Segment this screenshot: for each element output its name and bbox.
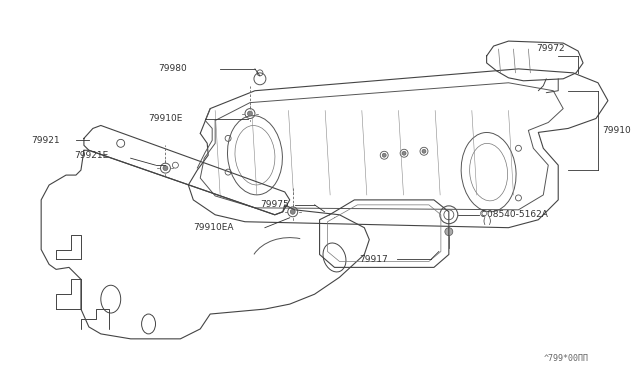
Text: 79921: 79921	[31, 136, 60, 145]
Circle shape	[163, 166, 168, 171]
Text: ( ): ( )	[483, 217, 491, 226]
Circle shape	[422, 149, 426, 153]
Circle shape	[291, 209, 295, 214]
Text: ©08540-5162A: ©08540-5162A	[479, 210, 548, 219]
Circle shape	[382, 153, 386, 157]
Text: 79972: 79972	[536, 44, 565, 52]
Text: 79980: 79980	[159, 64, 188, 73]
Circle shape	[402, 151, 406, 155]
Circle shape	[445, 228, 453, 235]
Text: 79975: 79975	[260, 201, 289, 209]
Text: 79921E: 79921E	[74, 151, 108, 160]
Text: 79917: 79917	[359, 255, 388, 264]
Text: ^799*00ПП: ^799*00ПП	[543, 354, 588, 363]
Text: 79910: 79910	[602, 126, 630, 135]
Text: 79910EA: 79910EA	[193, 223, 234, 232]
Text: 79910E: 79910E	[148, 114, 183, 123]
Circle shape	[248, 111, 252, 116]
